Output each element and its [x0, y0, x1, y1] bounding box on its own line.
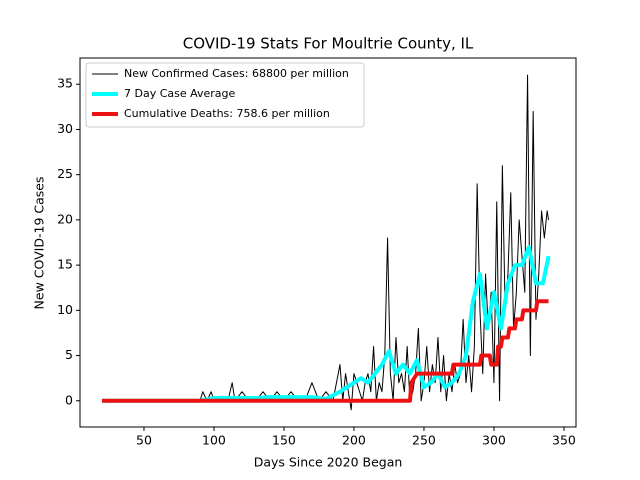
series-line — [101, 299, 549, 403]
plot-frame — [79, 57, 577, 428]
x-axis-label: Days Since 2020 Began — [254, 455, 403, 470]
legend-label: 7 Day Case Average — [124, 87, 236, 100]
y-tick-label: 30 — [57, 121, 73, 136]
y-tick-label: 15 — [57, 257, 73, 272]
y-tick-label: 20 — [57, 211, 73, 226]
y-tick-label: 5 — [65, 347, 73, 362]
legend-label: Cumulative Deaths: 758.6 per million — [124, 107, 330, 120]
y-tick-label: 0 — [65, 392, 73, 407]
legend-label: New Confirmed Cases: 68800 per million — [124, 67, 349, 80]
chart-title: COVID-19 Stats For Moultrie County, IL — [183, 35, 474, 53]
y-tick-label: 35 — [57, 76, 73, 91]
y-axis-label: New COVID-19 Cases — [32, 177, 47, 310]
x-tick-label: 300 — [482, 433, 506, 448]
x-tick-label: 100 — [202, 433, 226, 448]
x-tick-label: 200 — [342, 433, 366, 448]
y-tick-label: 25 — [57, 166, 73, 181]
x-tick-label: 250 — [412, 433, 436, 448]
x-tick-label: 150 — [272, 433, 296, 448]
y-tick-label: 10 — [57, 302, 73, 317]
x-tick-label: 350 — [552, 433, 576, 448]
series-line — [101, 245, 551, 403]
x-tick-label: 50 — [136, 433, 152, 448]
legend-box — [85, 62, 365, 128]
